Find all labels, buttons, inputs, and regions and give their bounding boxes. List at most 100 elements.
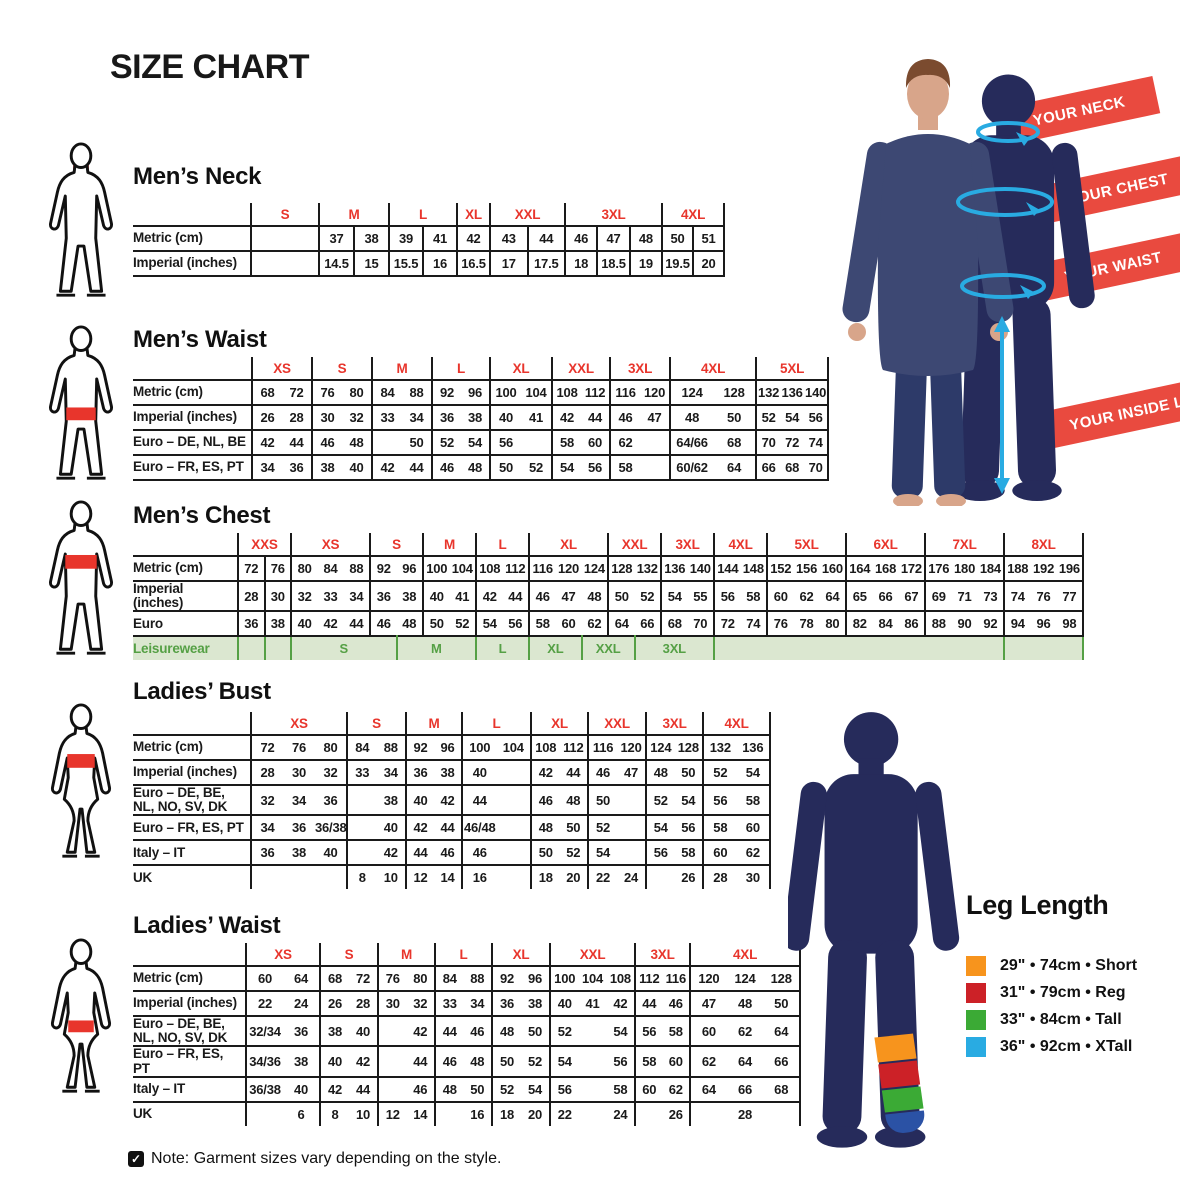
- size-cell: 28: [726, 1100, 764, 1126]
- size-header: S: [320, 943, 380, 966]
- size-cell: 38: [521, 990, 552, 1016]
- size-cell: 52: [521, 1045, 552, 1077]
- size-cell: 42: [476, 579, 503, 612]
- size-cell: 62: [581, 610, 610, 637]
- size-cell: 52: [588, 814, 618, 841]
- size-cell: 60: [690, 1014, 727, 1047]
- section-title-ladies-bust: Ladies’ Bust: [133, 678, 271, 705]
- size-cell: [635, 1100, 663, 1126]
- size-cell: 58: [635, 1045, 663, 1077]
- size-cell: 38: [354, 225, 391, 251]
- size-cell: [496, 783, 533, 816]
- size-cell: 66: [634, 610, 663, 637]
- size-cell: 34: [402, 404, 434, 430]
- size-cell: 34: [376, 759, 407, 785]
- size-cell: 112: [559, 734, 590, 760]
- row-label: Euro – FR, ES, PT: [133, 814, 252, 841]
- size-cell: 160: [819, 555, 848, 581]
- size-cell: 38: [461, 404, 492, 430]
- size-cell: [347, 814, 377, 841]
- size-cell: [251, 864, 283, 890]
- size-cell: 48: [463, 1045, 494, 1077]
- size-cell: 132: [756, 379, 781, 405]
- row-label: Euro – DE, BE, NL, NO, SV, DK: [133, 783, 252, 816]
- size-header: XS: [291, 533, 372, 556]
- size-cell: 20: [559, 864, 590, 890]
- size-cell: 58: [740, 579, 769, 612]
- row-label: Euro – FR, ES, PT: [133, 1045, 247, 1077]
- legend-label: 31" • 79cm • Reg: [1000, 984, 1126, 1001]
- size-cell: 44: [434, 814, 464, 841]
- size-cell: 48: [726, 990, 764, 1016]
- size-cell: 73: [977, 579, 1006, 612]
- size-cell: 50: [490, 454, 522, 481]
- size-cell: 60: [555, 610, 582, 637]
- size-cell: 47: [597, 225, 631, 251]
- size-cell: 96: [521, 965, 552, 991]
- size-cell: 20: [693, 250, 726, 277]
- row-label: Imperial (inches): [133, 579, 239, 612]
- size-cell: 136: [661, 555, 688, 581]
- size-cell: 58: [606, 1075, 637, 1102]
- size-cell: 6: [283, 1100, 322, 1126]
- size-table: XXS XS S M L XL XXL 3XL 4XL 5XL 6XL 7XL 8XL Metric (c…: [133, 533, 1085, 661]
- size-cell: 120: [640, 379, 672, 405]
- size-cell: 60: [635, 1075, 663, 1102]
- size-cell: 37: [319, 225, 355, 251]
- size-cell: 108: [476, 555, 503, 581]
- size-cell: [347, 783, 377, 816]
- size-cell: 34/36: [246, 1045, 283, 1077]
- size-cell: 48: [581, 579, 610, 612]
- size-cell: 104: [449, 555, 478, 581]
- size-cell: 19: [629, 250, 664, 277]
- size-cell: 36/38: [315, 814, 349, 841]
- size-cell: [521, 429, 554, 455]
- size-cell: 41: [449, 579, 478, 612]
- size-cell: 40: [550, 990, 579, 1016]
- size-header: M: [406, 712, 464, 735]
- size-cell: 108: [606, 965, 637, 991]
- size-cell: 112: [635, 965, 663, 991]
- size-cell: 24: [606, 1100, 637, 1126]
- size-cell: 60: [736, 814, 772, 841]
- size-cell: 47: [640, 404, 672, 430]
- size-cell: 84: [347, 734, 377, 760]
- size-cell: 46: [432, 454, 462, 481]
- male-waist-figure-icon: [49, 325, 113, 480]
- section-title-mens-neck: Men’s Neck: [133, 163, 262, 190]
- size-cell: 100: [490, 379, 522, 405]
- size-cell: 42: [317, 610, 344, 637]
- size-cell: 50: [492, 1045, 522, 1077]
- size-header: 4XL: [703, 712, 772, 735]
- size-cell: 84: [435, 965, 464, 991]
- size-cell: [690, 1100, 727, 1126]
- size-cell: 41: [521, 404, 554, 430]
- size-header: 7XL: [925, 533, 1006, 556]
- size-cell: 128: [608, 555, 635, 581]
- size-cell: 64: [726, 1045, 764, 1077]
- size-cell: 54: [521, 1075, 552, 1102]
- size-cell: 92: [432, 379, 462, 405]
- size-cell: 64: [690, 1075, 727, 1102]
- size-cell: 84: [872, 610, 899, 637]
- size-cell: 42: [406, 814, 435, 841]
- size-cell: 80: [291, 555, 318, 581]
- size-cell: 26: [252, 404, 282, 430]
- size-cell: 132: [634, 555, 663, 581]
- size-cell: 72: [282, 379, 314, 405]
- size-cell: 62: [736, 839, 772, 866]
- size-cell: 30: [283, 759, 315, 785]
- size-cell: 48: [342, 429, 374, 455]
- size-header: S: [347, 712, 408, 735]
- size-cell: 43: [490, 225, 529, 251]
- size-cell: 66: [726, 1075, 764, 1102]
- size-cell: 28: [282, 404, 314, 430]
- legend-item-reg: 31" • 79cm • Reg: [966, 983, 1137, 1003]
- size-cell: 28: [703, 864, 737, 890]
- size-cell: 32: [291, 579, 318, 612]
- page-title: SIZE CHART: [110, 48, 310, 86]
- size-cell: 74: [804, 429, 830, 455]
- size-cell: 112: [502, 555, 531, 581]
- size-cell: 76: [378, 965, 407, 991]
